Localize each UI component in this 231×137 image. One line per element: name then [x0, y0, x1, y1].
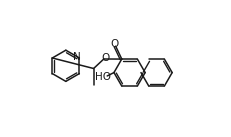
Text: O: O [109, 39, 118, 49]
Text: N: N [73, 52, 80, 62]
Text: HO: HO [95, 72, 111, 82]
Text: O: O [101, 53, 109, 63]
